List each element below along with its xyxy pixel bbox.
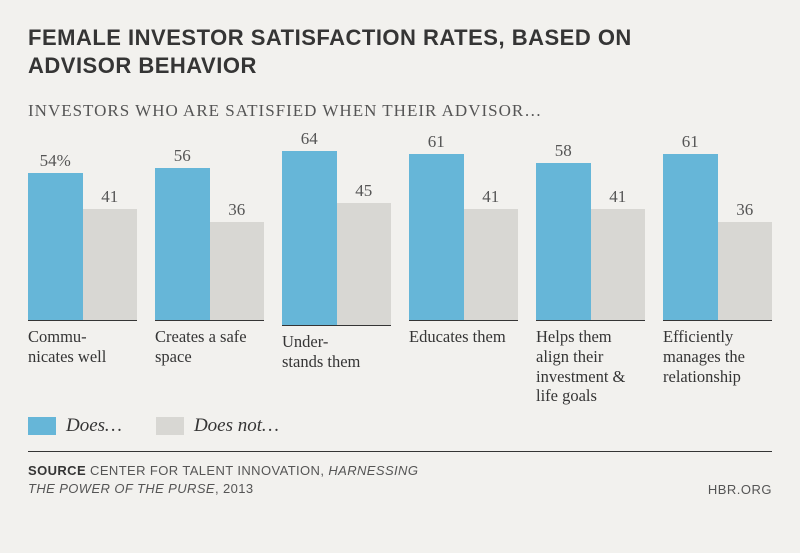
category-label: Helps them align their investment & life… bbox=[536, 327, 645, 409]
footer: SOURCE CENTER FOR TALENT INNOVATION, HAR… bbox=[28, 462, 772, 497]
category-label: Efficiently manages the relationship bbox=[663, 327, 772, 409]
bar-wrap-does-not: 45 bbox=[337, 181, 392, 325]
bar-value-does: 54% bbox=[28, 151, 83, 171]
bar-does bbox=[155, 168, 210, 320]
bar-pair: 54%41 bbox=[28, 129, 137, 321]
category-label: Commu-nicates well bbox=[28, 327, 137, 409]
bar-value-does: 58 bbox=[536, 141, 591, 161]
bar-wrap-does: 61 bbox=[663, 132, 718, 320]
swatch-does bbox=[28, 417, 56, 435]
source-org: CENTER FOR TALENT INNOVATION, bbox=[90, 463, 324, 478]
bar-does-not bbox=[83, 209, 138, 320]
bar-group: 56 36 Creates a safe space bbox=[155, 129, 264, 409]
bar-group: 61 41 Educates them bbox=[409, 129, 518, 409]
bar-value-does-not: 36 bbox=[718, 200, 773, 220]
bar-wrap-does-not: 41 bbox=[591, 187, 646, 320]
bar-wrap-does: 56 bbox=[155, 146, 210, 320]
title-line-1: FEMALE INVESTOR SATISFACTION RATES, BASE… bbox=[28, 25, 632, 50]
attribution: HBR.ORG bbox=[708, 482, 772, 497]
bar-group: 58 41 Helps them align their investment & … bbox=[536, 129, 645, 409]
category-label: Creates a safe space bbox=[155, 327, 264, 409]
bar-value-does-not: 41 bbox=[464, 187, 519, 207]
bar-does-not bbox=[210, 222, 265, 320]
bar-wrap-does: 54% bbox=[28, 151, 83, 320]
bar-value-does: 56 bbox=[155, 146, 210, 166]
bar-does bbox=[536, 163, 591, 320]
category-label: Under-stands them bbox=[282, 332, 391, 414]
source-label: SOURCE bbox=[28, 463, 86, 478]
bar-value-does-not: 41 bbox=[591, 187, 646, 207]
bar-wrap-does-not: 36 bbox=[718, 200, 773, 320]
bar-pair: 58 41 bbox=[536, 129, 645, 321]
bar-does-not bbox=[591, 209, 646, 320]
bar-group: 61 36 Efficiently manages the relationship bbox=[663, 129, 772, 409]
bar-value-does-not: 36 bbox=[210, 200, 265, 220]
bar-value-does: 64 bbox=[282, 129, 337, 149]
bar-value-does: 61 bbox=[663, 132, 718, 152]
bar-pair: 61 36 bbox=[663, 129, 772, 321]
bar-does-not bbox=[718, 222, 773, 320]
bar-wrap-does-not: 36 bbox=[210, 200, 265, 320]
bar-pair: 64 45 bbox=[282, 129, 391, 326]
bar-wrap-does-not: 41 bbox=[83, 187, 138, 320]
legend-label-does-not: Does not… bbox=[194, 415, 279, 437]
bar-group: 6445Under-stands them bbox=[282, 129, 391, 409]
bar-wrap-does: 61 bbox=[409, 132, 464, 320]
title-line-2: ADVISOR BEHAVIOR bbox=[28, 53, 257, 78]
bar-does bbox=[409, 154, 464, 320]
bar-value-does: 61 bbox=[409, 132, 464, 152]
legend: Does… Does not… bbox=[28, 415, 772, 437]
category-label: Educates them bbox=[409, 327, 518, 409]
chart-title: FEMALE INVESTOR SATISFACTION RATES, BASE… bbox=[28, 24, 772, 79]
bar-value-does-not: 41 bbox=[83, 187, 138, 207]
swatch-does-not bbox=[156, 417, 184, 435]
source-text: SOURCE CENTER FOR TALENT INNOVATION, HAR… bbox=[28, 462, 448, 497]
legend-item-does: Does… bbox=[28, 415, 122, 437]
bar-pair: 56 36 bbox=[155, 129, 264, 321]
bar-wrap-does: 58 bbox=[536, 141, 591, 320]
legend-item-does-not: Does not… bbox=[156, 415, 279, 437]
bar-value-does-not: 45 bbox=[337, 181, 392, 201]
bar-pair: 61 41 bbox=[409, 129, 518, 321]
bar-does bbox=[282, 151, 337, 325]
legend-label-does: Does… bbox=[66, 415, 122, 437]
bar-chart: 54%41Commu-nicates well5636Creates a saf… bbox=[28, 129, 772, 409]
bar-does bbox=[28, 173, 83, 320]
bar-wrap-does-not: 41 bbox=[464, 187, 519, 320]
bar-wrap-does: 64 bbox=[282, 129, 337, 325]
chart-subtitle: INVESTORS WHO ARE SATISFIED WHEN THEIR A… bbox=[28, 101, 772, 121]
footer-divider bbox=[28, 451, 772, 452]
bar-does-not bbox=[337, 203, 392, 325]
source-year: , 2013 bbox=[215, 481, 254, 496]
bar-does bbox=[663, 154, 718, 320]
bar-group: 54%41Commu-nicates well bbox=[28, 129, 137, 409]
bar-does-not bbox=[464, 209, 519, 320]
